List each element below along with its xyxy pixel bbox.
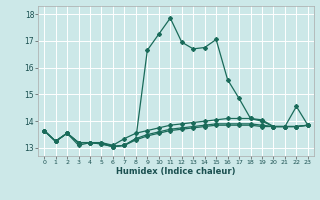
X-axis label: Humidex (Indice chaleur): Humidex (Indice chaleur) [116, 167, 236, 176]
